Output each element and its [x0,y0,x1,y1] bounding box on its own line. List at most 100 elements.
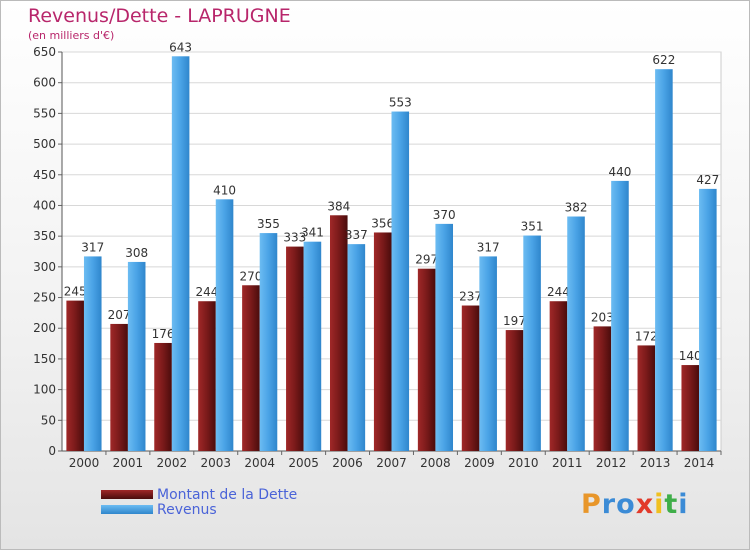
data-label-revenus-2006: 337 [345,228,368,242]
data-label-revenus-2011: 382 [565,201,588,215]
bar-dette-2003 [198,301,216,451]
y-tick-label: 150 [33,352,56,366]
data-label-revenus-2003: 410 [213,183,236,197]
x-tick-label-2000: 2000 [69,456,100,470]
x-tick-label-2005: 2005 [288,456,319,470]
bar-dette-2007 [373,232,392,451]
bar-revenus-2001 [127,261,146,451]
bar-dette-2013 [637,345,656,451]
bar-revenus-2014 [699,188,717,451]
y-tick-label: 400 [33,198,56,212]
bar-dette-2008 [417,268,436,451]
x-tick-label-2013: 2013 [640,456,671,470]
bar-dette-2014 [681,365,700,451]
data-label-dette-2008: 297 [415,253,438,267]
data-label-revenus-2001: 308 [125,246,148,260]
logo-letter: x [635,489,655,520]
x-tick-label-2008: 2008 [420,456,451,470]
x-tick-label-2006: 2006 [332,456,363,470]
bar-revenus-2003 [215,199,234,451]
legend-swatch-revenus [101,505,153,514]
data-label-revenus-2007: 553 [389,96,412,110]
y-tick-label: 300 [33,260,56,274]
y-tick-label: 500 [33,137,56,151]
logo-letter: P [581,489,602,520]
y-tick-label: 650 [33,45,56,59]
bar-dette-2009 [461,305,480,451]
data-label-revenus-2004: 355 [257,217,280,231]
logo-letter: i [678,489,689,520]
bar-dette-2001 [110,323,128,451]
data-label-dette-2004: 270 [239,269,262,283]
chart-subtitle: (en milliers d'€) [28,29,115,42]
bar-revenus-2006 [347,244,366,451]
data-label-dette-2006: 384 [327,199,350,213]
y-tick-label: 50 [41,413,56,427]
data-label-dette-2013: 172 [635,329,658,343]
data-label-revenus-2009: 317 [477,240,500,254]
data-label-revenus-2008: 370 [433,208,456,222]
legend-label-revenus: Revenus [157,501,217,518]
legend-item-revenus: Revenus [101,501,297,518]
bar-revenus-2013 [655,69,673,452]
legend-label-dette: Montant de la Dette [157,486,298,503]
y-tick-label: 550 [33,106,56,120]
x-tick-label-2002: 2002 [157,456,188,470]
bar-dette-2010 [505,330,524,451]
data-label-dette-2010: 197 [503,314,526,328]
x-tick-label-2004: 2004 [244,456,275,470]
data-label-dette-2005: 333 [283,231,306,245]
logo-letter: i [654,489,665,520]
data-label-dette-2012: 203 [591,310,614,324]
bar-revenus-2002 [171,56,190,451]
data-label-dette-2002: 176 [152,327,175,341]
y-tick-label: 350 [33,229,56,243]
x-tick-label-2010: 2010 [508,456,539,470]
data-label-dette-2011: 244 [547,285,570,299]
bar-revenus-2007 [391,111,410,451]
data-label-revenus-2012: 440 [609,165,632,179]
bar-revenus-2004 [259,233,278,451]
data-label-dette-2003: 244 [196,285,219,299]
bar-revenus-2008 [435,223,454,451]
bar-dette-2011 [549,301,568,451]
x-tick-label-2012: 2012 [596,456,627,470]
y-tick-label: 250 [33,291,56,305]
data-label-revenus-2002: 643 [169,40,192,54]
data-label-revenus-2013: 622 [652,53,675,67]
logo-letter: r [601,489,617,520]
data-label-dette-2007: 356 [371,216,394,230]
logo-letter: t [664,489,679,520]
bar-dette-2005 [286,246,304,451]
data-label-revenus-2005: 341 [301,226,324,240]
bar-revenus-2012 [611,180,629,451]
logo-letter: o [616,489,636,520]
legend-item-dette: Montant de la Dette [101,486,298,503]
y-tick-label: 450 [33,168,56,182]
bar-revenus-2005 [303,241,322,451]
data-label-revenus-2010: 351 [521,220,544,234]
bar-revenus-2010 [523,235,541,451]
x-tick-label-2009: 2009 [464,456,495,470]
y-tick-label: 200 [33,321,56,335]
data-label-dette-2014: 140 [679,349,702,363]
y-tick-label: 0 [48,444,56,458]
legend-swatch-dette [101,490,153,499]
y-tick-label: 100 [33,383,56,397]
data-label-dette-2009: 237 [459,290,482,304]
data-label-dette-2001: 207 [108,308,131,322]
bar-dette-2004 [242,285,260,451]
x-tick-label-2011: 2011 [552,456,583,470]
chart-title: Revenus/Dette - LAPRUGNE [28,5,291,27]
data-label-dette-2000: 245 [64,285,87,299]
bar-revenus-2000 [83,256,102,451]
bar-dette-2002 [154,342,172,451]
legend: Montant de la Dette Revenus [101,486,298,518]
y-tick-label: 600 [33,76,56,90]
x-tick-label-2007: 2007 [376,456,407,470]
x-tick-label-2003: 2003 [200,456,231,470]
x-tick-label-2001: 2001 [113,456,144,470]
proxiti-logo: Proxiti [581,489,689,520]
